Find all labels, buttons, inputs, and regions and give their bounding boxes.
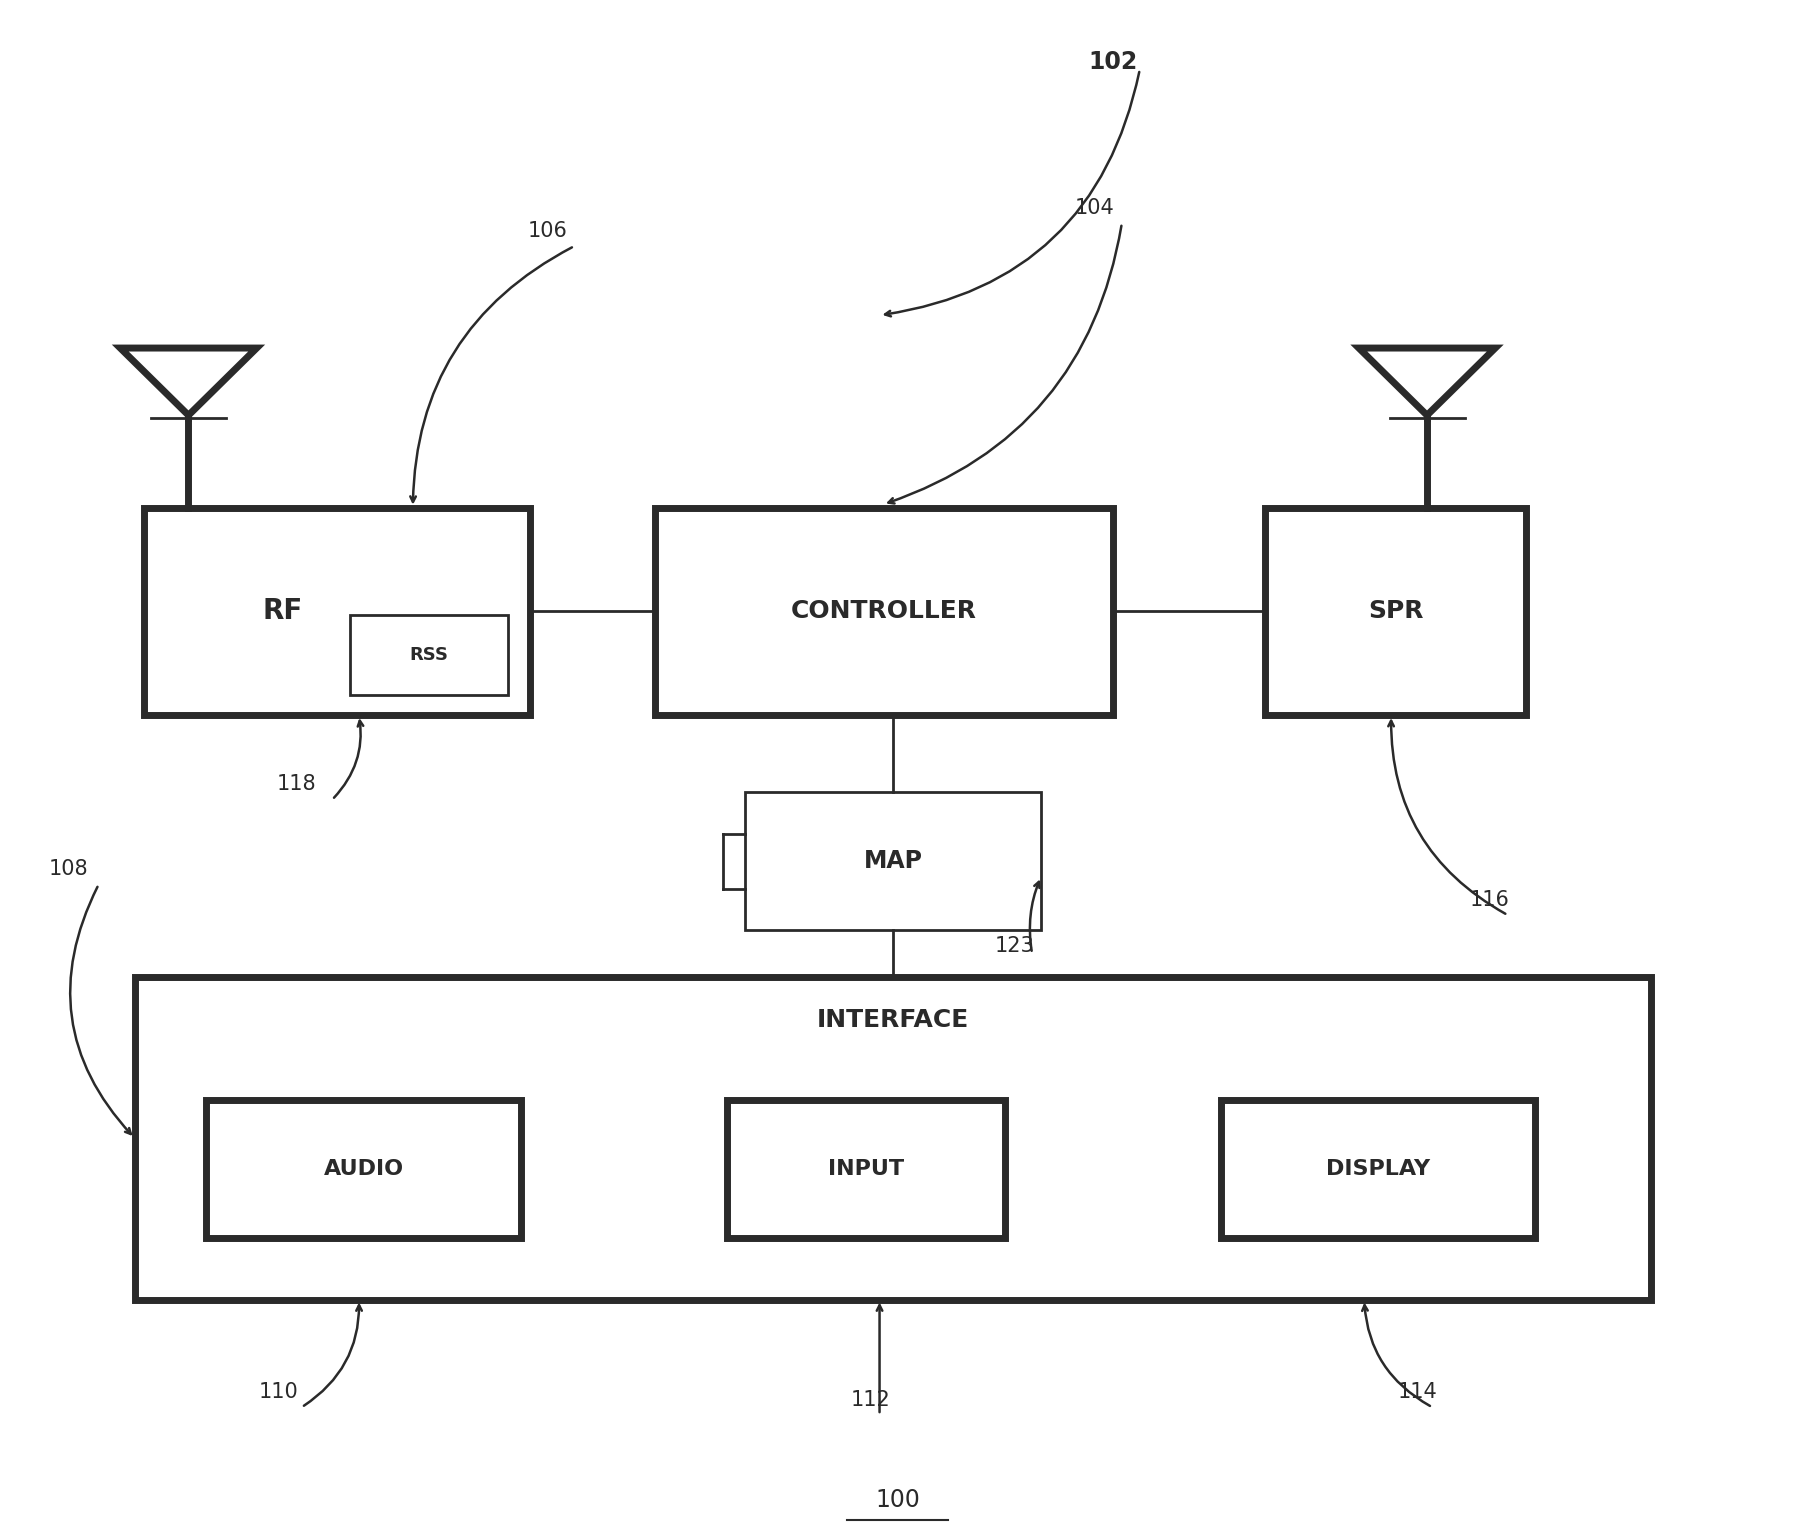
- Bar: [135, 977, 1651, 1300]
- Text: INPUT: INPUT: [827, 1158, 905, 1180]
- Text: CONTROLLER: CONTROLLER: [792, 600, 976, 623]
- Text: 104: 104: [1075, 197, 1115, 218]
- Text: RSS: RSS: [409, 646, 449, 664]
- Bar: [144, 508, 530, 715]
- Bar: [745, 792, 1041, 930]
- Text: 100: 100: [876, 1487, 921, 1512]
- Text: DISPLAY: DISPLAY: [1325, 1158, 1431, 1180]
- Bar: [1265, 508, 1526, 715]
- Text: 114: 114: [1398, 1381, 1438, 1403]
- Bar: [727, 1100, 1005, 1238]
- Text: 118: 118: [276, 774, 316, 795]
- Text: 102: 102: [1088, 49, 1138, 74]
- Text: 123: 123: [994, 935, 1034, 957]
- Polygon shape: [1359, 348, 1495, 415]
- Text: 116: 116: [1470, 889, 1510, 910]
- Text: RF: RF: [262, 597, 303, 626]
- Bar: [1221, 1100, 1535, 1238]
- Text: MAP: MAP: [863, 849, 923, 874]
- Text: INTERFACE: INTERFACE: [817, 1007, 969, 1032]
- Bar: [655, 508, 1113, 715]
- Text: AUDIO: AUDIO: [323, 1158, 404, 1180]
- Text: SPR: SPR: [1368, 600, 1423, 623]
- Text: 108: 108: [48, 858, 88, 880]
- Text: 112: 112: [851, 1389, 890, 1410]
- Polygon shape: [120, 348, 257, 415]
- Bar: [350, 615, 508, 695]
- Text: 106: 106: [528, 220, 567, 241]
- Text: 110: 110: [258, 1381, 298, 1403]
- Bar: [206, 1100, 521, 1238]
